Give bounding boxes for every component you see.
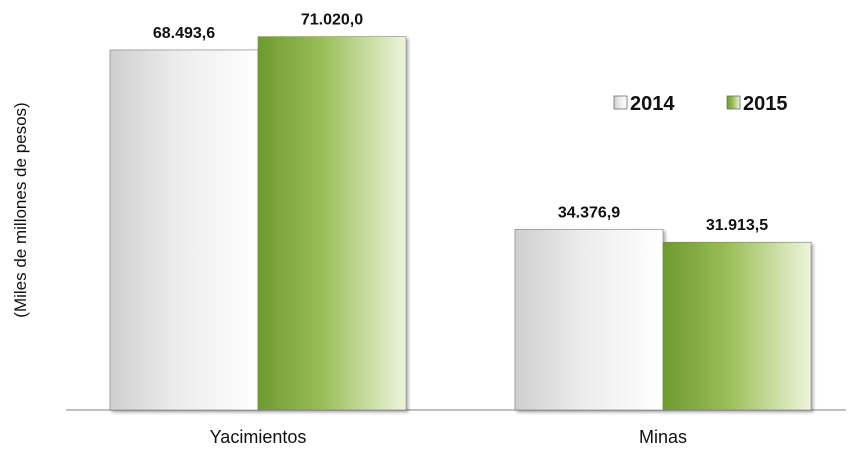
bar-minas-2014 <box>514 229 664 411</box>
bars-group <box>109 36 812 411</box>
bar-yacimientos-2014 <box>109 49 259 411</box>
bar-minas-2015 <box>662 241 812 411</box>
legend-swatch-2014 <box>613 95 628 110</box>
legend-label-2015: 2015 <box>743 93 788 115</box>
legend: 2014 2015 <box>613 93 788 115</box>
value-label-yacimientos-2014: 68.493,6 <box>153 25 215 42</box>
category-label-minas: Minas <box>639 427 687 447</box>
legend-swatch-2015 <box>726 95 741 110</box>
bar-yacimientos-2015 <box>257 36 407 411</box>
value-labels-group: 68.493,6 71.020,0 34.376,9 31.913,5 <box>153 12 768 235</box>
legend-label-2014: 2014 <box>630 93 675 115</box>
category-label-yacimientos: Yacimientos <box>210 427 307 447</box>
category-labels-group: Yacimientos Minas <box>210 427 687 447</box>
value-label-yacimientos-2015: 71.020,0 <box>301 12 363 29</box>
y-axis-label: (Miles de millones de pesos) <box>11 102 30 317</box>
value-label-minas-2015: 31.913,5 <box>706 217 768 234</box>
value-label-minas-2014: 34.376,9 <box>558 204 620 221</box>
